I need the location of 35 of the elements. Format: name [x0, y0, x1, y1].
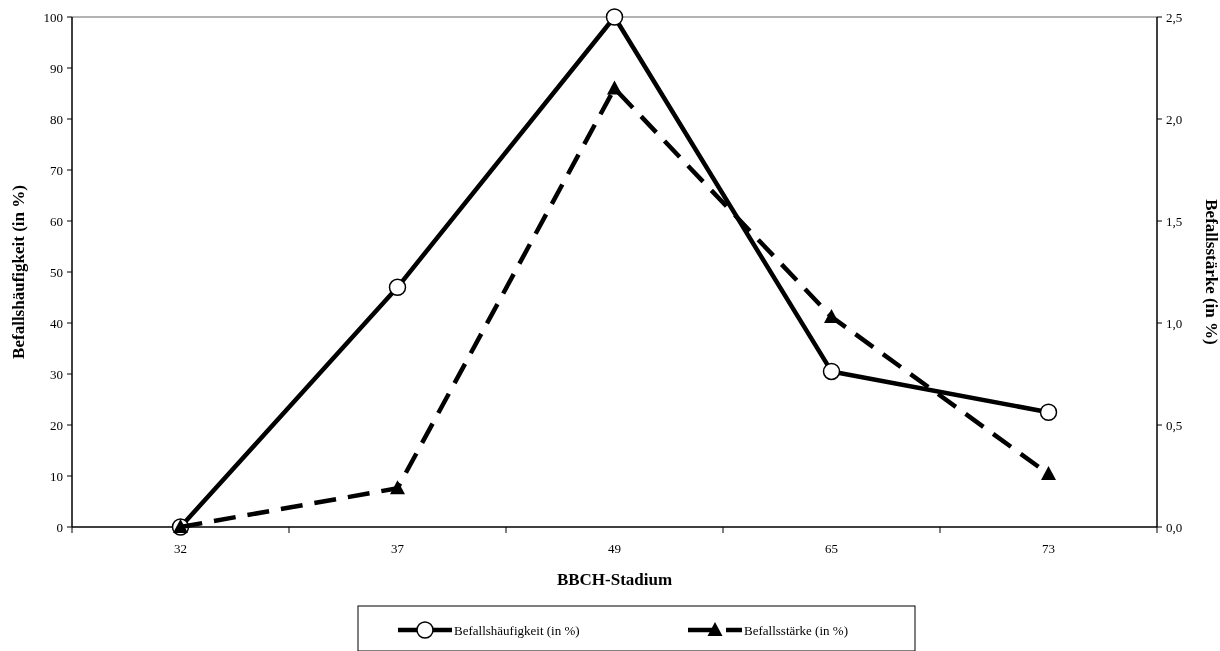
y-tick-label: 20	[50, 417, 63, 433]
x-axis-title: BBCH-Stadium	[556, 570, 673, 589]
y2-tick-label: 1,0	[1166, 315, 1183, 331]
y-tick-label: 40	[50, 315, 63, 331]
point	[1041, 465, 1056, 480]
legend-label: Befallsstärke (in %)	[744, 622, 848, 638]
point	[824, 308, 839, 323]
point	[605, 8, 624, 26]
point	[390, 480, 405, 495]
point	[388, 278, 407, 297]
x-tick-label: 32	[174, 541, 187, 556]
x-tick-label: 73	[1042, 541, 1055, 556]
y-axis-title: Befallshäufigkeit (in %)	[9, 185, 28, 359]
y2-tick-label: 2,0	[1166, 111, 1183, 127]
y-tick-label: 50	[50, 264, 63, 280]
y2-axis-title: Befallsstärke (in %)	[1202, 199, 1220, 345]
y-tick-label: 10	[50, 468, 63, 484]
point	[1039, 403, 1058, 421]
x-tick-label: 49	[608, 541, 621, 556]
y-tick-label: 30	[50, 366, 63, 382]
y2-tick-label: 0,0	[1166, 519, 1183, 535]
point	[822, 362, 841, 381]
y-tick-label: 70	[50, 162, 63, 178]
y-tick-label: 90	[50, 60, 63, 76]
x-tick-label: 37	[391, 541, 405, 556]
y-tick-label: 80	[50, 111, 63, 127]
point	[607, 80, 622, 95]
y2-tick-label: 1,5	[1166, 213, 1183, 229]
legend-label: Befallshäufigkeit (in %)	[454, 622, 580, 638]
x-tick-label: 65	[825, 541, 838, 556]
y2-tick-label: 2,5	[1166, 9, 1183, 25]
y-tick-label: 0	[56, 519, 63, 535]
y-tick-label: 60	[50, 213, 63, 229]
y-tick-label: 100	[43, 9, 63, 25]
y2-tick-label: 0,5	[1166, 417, 1183, 433]
